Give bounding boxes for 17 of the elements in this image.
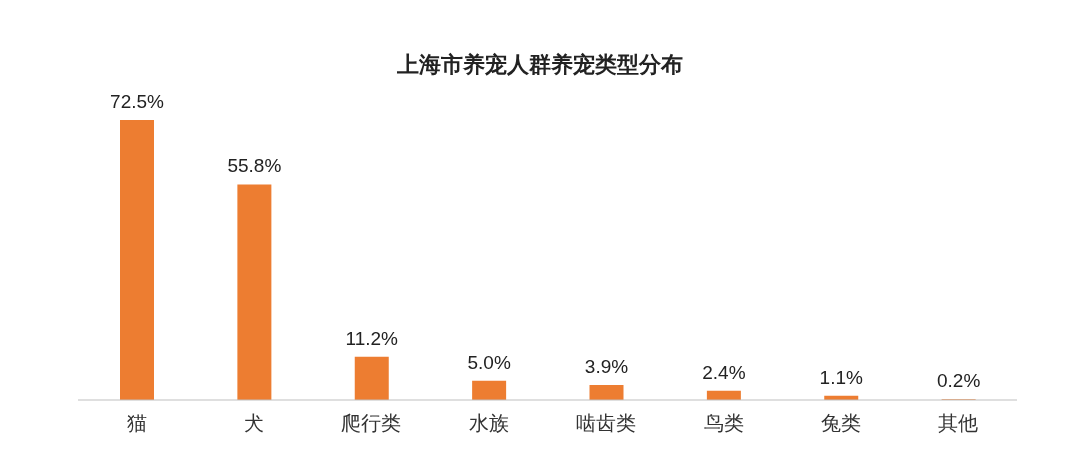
- data-label: 2.4%: [702, 361, 746, 383]
- x-tick-label: 猫: [126, 412, 147, 435]
- data-label: 1.1%: [819, 366, 864, 388]
- x-tick-label: 爬行类: [341, 412, 402, 435]
- data-label: 55.8%: [227, 155, 282, 177]
- data-label: 5.0%: [467, 351, 511, 373]
- data-label: 0.2%: [936, 370, 981, 392]
- x-tick-label: 啮齿类: [576, 412, 637, 435]
- x-tick-label: 犬: [244, 412, 265, 435]
- x-tick-label: 鸟类: [703, 412, 744, 435]
- data-label: 11.2%: [345, 327, 399, 349]
- data-label: 72.5%: [110, 91, 165, 112]
- x-tick-label: 其他: [938, 412, 979, 435]
- data-label: 3.9%: [584, 355, 629, 377]
- chart-title: 上海市养宠人群养宠类型分布: [396, 51, 684, 79]
- x-tick-label: 兔类: [820, 412, 861, 435]
- x-tick-label: 水族: [468, 412, 509, 435]
